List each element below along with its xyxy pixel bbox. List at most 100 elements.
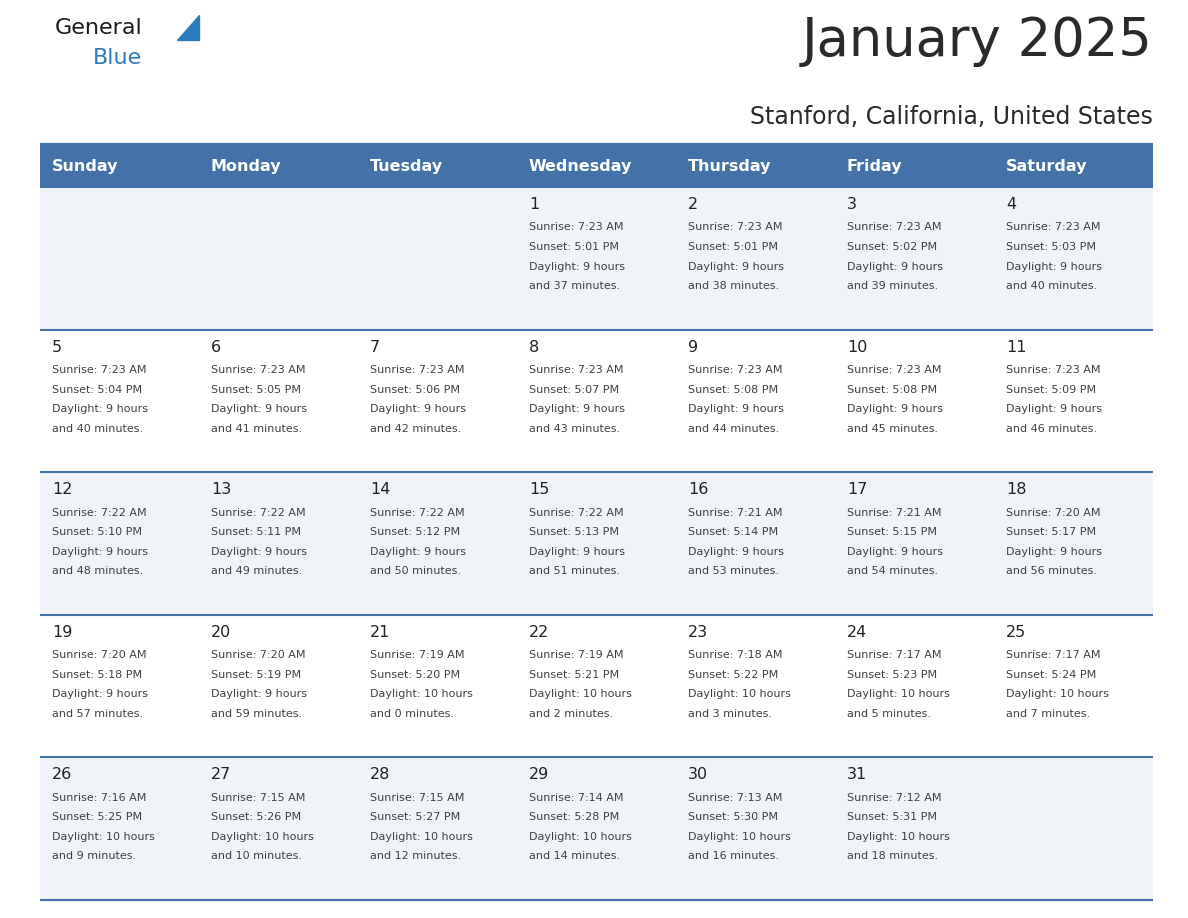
Text: Sunrise: 7:22 AM: Sunrise: 7:22 AM [211,508,305,518]
Text: 27: 27 [211,767,232,782]
Text: Daylight: 9 hours: Daylight: 9 hours [847,547,943,556]
Text: Daylight: 10 hours: Daylight: 10 hours [529,689,632,700]
Text: Sunset: 5:05 PM: Sunset: 5:05 PM [211,385,301,395]
Text: and 14 minutes.: and 14 minutes. [529,851,620,861]
Text: and 3 minutes.: and 3 minutes. [688,709,772,719]
Text: 15: 15 [529,482,549,498]
Bar [40,187,1154,330]
Text: Sunday: Sunday [52,159,119,174]
Text: Sunrise: 7:15 AM: Sunrise: 7:15 AM [369,793,465,803]
Text: Blue: Blue [93,48,143,68]
Text: 13: 13 [211,482,232,498]
Text: Sunrise: 7:23 AM: Sunrise: 7:23 AM [847,222,942,232]
Text: Sunrise: 7:23 AM: Sunrise: 7:23 AM [688,222,783,232]
Text: Sunset: 5:02 PM: Sunset: 5:02 PM [847,242,937,252]
Text: Sunset: 5:31 PM: Sunset: 5:31 PM [847,812,937,823]
Text: 23: 23 [688,625,708,640]
Text: Sunrise: 7:17 AM: Sunrise: 7:17 AM [1006,650,1100,660]
Text: 30: 30 [688,767,708,782]
Text: Sunrise: 7:17 AM: Sunrise: 7:17 AM [847,650,942,660]
Text: Sunrise: 7:23 AM: Sunrise: 7:23 AM [1006,222,1100,232]
Text: Daylight: 10 hours: Daylight: 10 hours [529,832,632,842]
Text: 22: 22 [529,625,549,640]
Text: 17: 17 [847,482,867,498]
Text: and 57 minutes.: and 57 minutes. [52,709,143,719]
Text: 31: 31 [847,767,867,782]
Text: Daylight: 10 hours: Daylight: 10 hours [1006,689,1108,700]
Text: 2: 2 [688,197,699,212]
Text: and 51 minutes.: and 51 minutes. [529,566,620,577]
Text: Sunset: 5:08 PM: Sunset: 5:08 PM [847,385,937,395]
Text: Stanford, California, United States: Stanford, California, United States [750,105,1154,129]
Text: 19: 19 [52,625,72,640]
Polygon shape [177,15,200,40]
Text: Sunset: 5:03 PM: Sunset: 5:03 PM [1006,242,1097,252]
Bar [40,472,1154,615]
Text: Sunset: 5:09 PM: Sunset: 5:09 PM [1006,385,1097,395]
Text: Sunset: 5:17 PM: Sunset: 5:17 PM [1006,527,1097,537]
Text: and 38 minutes.: and 38 minutes. [688,281,779,291]
Text: and 16 minutes.: and 16 minutes. [688,851,779,861]
Text: and 45 minutes.: and 45 minutes. [847,423,939,433]
Text: and 43 minutes.: and 43 minutes. [529,423,620,433]
Text: Sunrise: 7:22 AM: Sunrise: 7:22 AM [529,508,624,518]
Text: and 9 minutes.: and 9 minutes. [52,851,137,861]
Text: Sunset: 5:26 PM: Sunset: 5:26 PM [211,812,301,823]
Text: and 37 minutes.: and 37 minutes. [529,281,620,291]
Text: 5: 5 [52,340,62,354]
Text: Daylight: 9 hours: Daylight: 9 hours [688,262,784,272]
Text: 26: 26 [52,767,72,782]
Text: Sunrise: 7:21 AM: Sunrise: 7:21 AM [688,508,783,518]
Text: Daylight: 10 hours: Daylight: 10 hours [211,832,314,842]
Text: and 41 minutes.: and 41 minutes. [211,423,302,433]
Text: Daylight: 9 hours: Daylight: 9 hours [369,404,466,414]
Text: 11: 11 [1006,340,1026,354]
Text: Sunrise: 7:23 AM: Sunrise: 7:23 AM [529,222,624,232]
Text: Daylight: 9 hours: Daylight: 9 hours [529,547,625,556]
Text: 3: 3 [847,197,857,212]
Text: Wednesday: Wednesday [529,159,632,174]
Text: 24: 24 [847,625,867,640]
Text: Sunset: 5:12 PM: Sunset: 5:12 PM [369,527,460,537]
Text: and 46 minutes.: and 46 minutes. [1006,423,1098,433]
Text: and 50 minutes.: and 50 minutes. [369,566,461,577]
Text: and 44 minutes.: and 44 minutes. [688,423,779,433]
Text: and 2 minutes.: and 2 minutes. [529,709,613,719]
Text: and 54 minutes.: and 54 minutes. [847,566,939,577]
Text: Sunset: 5:07 PM: Sunset: 5:07 PM [529,385,619,395]
Text: 6: 6 [211,340,221,354]
Text: January 2025: January 2025 [802,15,1154,67]
Text: Sunrise: 7:23 AM: Sunrise: 7:23 AM [369,365,465,375]
Text: Sunset: 5:04 PM: Sunset: 5:04 PM [52,385,143,395]
Text: 1: 1 [529,197,539,212]
Text: Saturday: Saturday [1006,159,1087,174]
Text: Friday: Friday [847,159,903,174]
Text: Sunset: 5:25 PM: Sunset: 5:25 PM [52,812,143,823]
Text: Sunset: 5:18 PM: Sunset: 5:18 PM [52,670,143,680]
Text: Sunset: 5:27 PM: Sunset: 5:27 PM [369,812,460,823]
Text: Sunrise: 7:19 AM: Sunrise: 7:19 AM [369,650,465,660]
Text: Daylight: 9 hours: Daylight: 9 hours [211,404,307,414]
Text: 29: 29 [529,767,549,782]
Text: Sunset: 5:13 PM: Sunset: 5:13 PM [529,527,619,537]
Text: and 0 minutes.: and 0 minutes. [369,709,454,719]
Text: Sunset: 5:06 PM: Sunset: 5:06 PM [369,385,460,395]
Text: 28: 28 [369,767,391,782]
Bar [40,615,1154,757]
Text: and 49 minutes.: and 49 minutes. [211,566,302,577]
Text: Sunset: 5:08 PM: Sunset: 5:08 PM [688,385,778,395]
Text: Sunrise: 7:23 AM: Sunrise: 7:23 AM [529,365,624,375]
Text: Daylight: 9 hours: Daylight: 9 hours [52,547,148,556]
Text: and 39 minutes.: and 39 minutes. [847,281,939,291]
Text: Sunset: 5:11 PM: Sunset: 5:11 PM [211,527,301,537]
Text: 25: 25 [1006,625,1026,640]
Text: Daylight: 9 hours: Daylight: 9 hours [369,547,466,556]
Text: Daylight: 9 hours: Daylight: 9 hours [847,404,943,414]
Text: Sunset: 5:28 PM: Sunset: 5:28 PM [529,812,619,823]
Text: Daylight: 9 hours: Daylight: 9 hours [529,262,625,272]
Text: and 10 minutes.: and 10 minutes. [211,851,302,861]
Text: Daylight: 9 hours: Daylight: 9 hours [52,404,148,414]
Text: and 12 minutes.: and 12 minutes. [369,851,461,861]
Text: and 56 minutes.: and 56 minutes. [1006,566,1097,577]
Text: 9: 9 [688,340,699,354]
